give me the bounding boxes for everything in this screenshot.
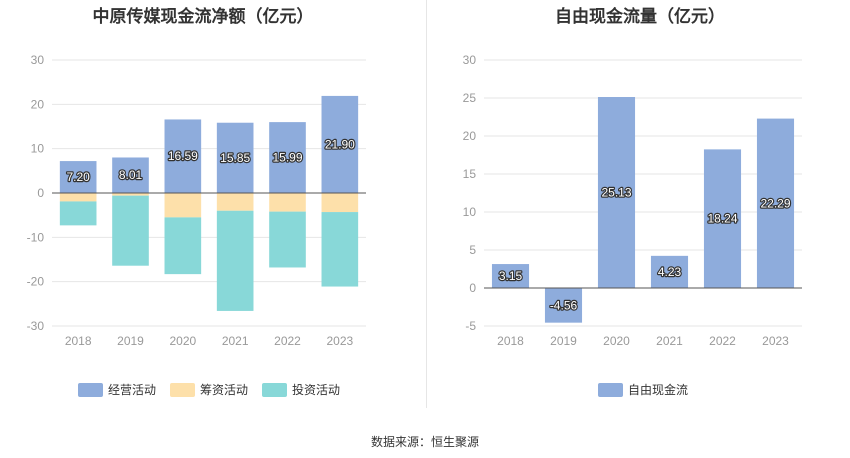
- fcf-data-label: 22.29: [760, 196, 790, 210]
- fcf-x-tick-label: 2019: [550, 334, 577, 348]
- cashflow-y-tick-label: -20: [27, 275, 45, 289]
- fcf-y-tick-label: 0: [469, 281, 476, 295]
- fcf-data-label: 25.13: [601, 186, 631, 200]
- cashflow-bar-series1: [216, 193, 254, 211]
- cashflow-data-label: 7.20: [66, 170, 90, 184]
- cashflow-title: 中原传媒现金流净额（亿元）: [93, 6, 314, 27]
- cashflow-bar-primary: [112, 157, 149, 193]
- cashflow-legend-swatch: [78, 383, 103, 397]
- fcf-y-tick-label: 20: [463, 129, 477, 143]
- fcf-x-tick-label: 2022: [709, 334, 736, 348]
- fcf-legend-swatch: [598, 383, 623, 397]
- fcf-x-tick-label: 2020: [603, 334, 630, 348]
- cashflow-y-tick-label: 20: [31, 97, 45, 111]
- cashflow-bar-primary: [269, 122, 306, 193]
- source-text: 数据来源：恒生聚源: [371, 434, 479, 449]
- fcf-data-label: -4.56: [550, 298, 578, 312]
- cashflow-bar-primary: [321, 95, 359, 193]
- cashflow-legend-label: 筹资活动: [200, 383, 248, 397]
- fcf-bar-primary: [756, 118, 795, 288]
- cashflow-legend-swatch: [262, 383, 287, 397]
- cashflow-bar-series1: [269, 193, 306, 212]
- cashflow-x-tick-label: 2022: [274, 334, 301, 348]
- fcf-title: 自由现金流量（亿元）: [555, 6, 725, 27]
- cashflow-legend-swatch: [170, 383, 195, 397]
- cashflow-data-label: 8.01: [119, 168, 143, 182]
- cashflow-x-tick-label: 2018: [65, 334, 92, 348]
- cashflow-bar-series2: [216, 210, 254, 311]
- cashflow-bar-series1: [112, 193, 149, 196]
- fcf-y-tick-label: 30: [463, 53, 477, 67]
- cashflow-data-label: 15.99: [272, 151, 302, 165]
- fcf-y-tick-label: 10: [463, 205, 477, 219]
- fcf-x-tick-label: 2018: [497, 334, 524, 348]
- cashflow-data-label: 16.59: [168, 149, 198, 163]
- cashflow-bar-series2: [269, 211, 306, 268]
- cashflow-bar-series2: [112, 195, 149, 266]
- cashflow-y-tick-label: 10: [31, 142, 45, 156]
- cashflow-x-tick-label: 2023: [326, 334, 353, 348]
- fcf-y-tick-label: 15: [463, 167, 477, 181]
- fcf-data-label: 3.15: [499, 269, 523, 283]
- fcf-bar-primary: [650, 255, 689, 288]
- fcf-bar-primary: [597, 97, 636, 289]
- fcf-x-tick-label: 2023: [762, 334, 789, 348]
- fcf-bar-primary: [703, 149, 742, 288]
- cashflow-bar-series2: [321, 212, 359, 287]
- cashflow-y-tick-label: 0: [37, 186, 44, 200]
- cashflow-legend-label: 投资活动: [292, 382, 340, 397]
- cashflow-bar-primary: [164, 119, 202, 193]
- cashflow-bar-series2: [164, 217, 202, 275]
- fcf-data-label: 4.23: [658, 265, 682, 279]
- fcf-y-tick-label: -5: [465, 319, 476, 333]
- fcf-data-label: 18.24: [707, 212, 737, 226]
- fcf-legend-label: 自由现金流: [628, 382, 688, 397]
- fcf-bar-primary: [544, 288, 583, 323]
- cashflow-bar-primary: [216, 122, 254, 193]
- fcf-y-tick-label: 5: [469, 243, 476, 257]
- fcf-bar-primary: [491, 264, 530, 288]
- cashflow-legend-label: 经营活动: [108, 383, 156, 397]
- fcf-y-tick-label: 25: [463, 91, 477, 105]
- cashflow-bar-primary: [59, 161, 97, 193]
- cashflow-bar-series1: [164, 193, 202, 218]
- fcf-x-tick-label: 2021: [656, 334, 683, 348]
- cashflow-y-tick-label: 30: [31, 53, 45, 67]
- cashflow-data-label: 15.85: [220, 151, 250, 165]
- cashflow-y-tick-label: -30: [27, 319, 45, 333]
- cashflow-data-label: 21.90: [325, 137, 355, 151]
- cashflow-x-tick-label: 2019: [117, 334, 144, 348]
- cashflow-x-tick-label: 2021: [222, 334, 249, 348]
- cashflow-bar-series1: [59, 193, 97, 202]
- cashflow-x-tick-label: 2020: [169, 334, 196, 348]
- cashflow-bar-series2: [59, 201, 97, 226]
- cashflow-bar-series1: [321, 193, 359, 213]
- cashflow-y-tick-label: -10: [27, 230, 45, 244]
